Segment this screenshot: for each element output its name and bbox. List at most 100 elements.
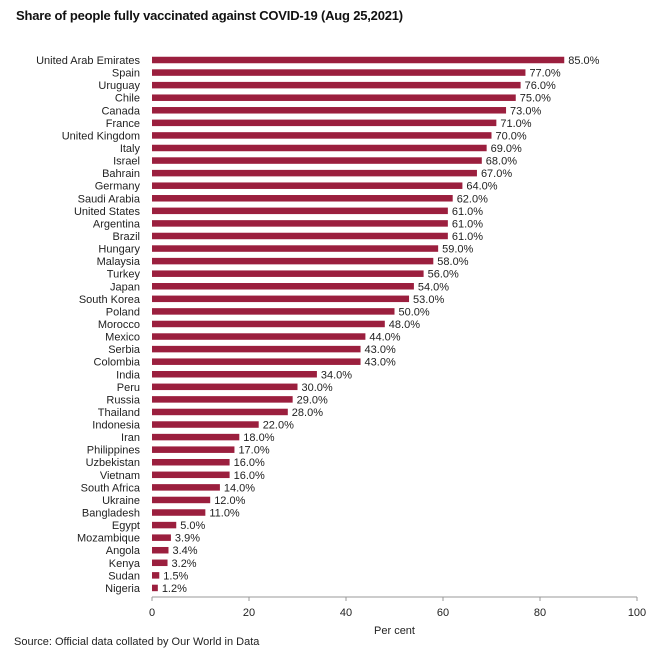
category-label-uzbekistan: Uzbekistan (86, 457, 140, 469)
bar-poland (152, 308, 395, 315)
value-label-turkey: 56.0% (428, 269, 459, 281)
bar-uzbekistan (152, 458, 230, 466)
x-axis-title: Per cent (374, 625, 415, 637)
bar-italy (152, 144, 487, 152)
value-label-angola: 3.4% (172, 545, 197, 557)
category-label-canada: Canada (101, 105, 140, 117)
bar-malaysia (152, 257, 434, 265)
value-label-uzbekistan: 16.0% (234, 457, 265, 469)
category-label-hungary: Hungary (98, 244, 140, 256)
category-label-bangladesh: Bangladesh (82, 508, 140, 520)
value-label-canada: 73.0% (510, 105, 541, 117)
category-label-angola: Angola (106, 545, 141, 557)
x-tick-label-60: 60 (437, 607, 449, 619)
category-label-india: India (116, 369, 141, 381)
bar-united-kingdom (152, 132, 492, 139)
bar-iran (152, 433, 240, 441)
chart-title: Share of people fully vaccinated against… (16, 8, 403, 23)
category-label-mozambique: Mozambique (77, 533, 140, 545)
bar-hungary (152, 245, 439, 252)
value-label-colombia: 43.0% (365, 357, 396, 369)
bar-uruguay (152, 81, 521, 89)
category-label-france: France (106, 118, 140, 130)
x-tick-label-100: 100 (628, 607, 646, 619)
x-tick-label-40: 40 (340, 607, 352, 619)
bar-south-korea (152, 295, 410, 303)
category-label-philippines: Philippines (87, 445, 141, 457)
value-label-brazil: 61.0% (452, 231, 483, 243)
bar-india (152, 371, 317, 378)
value-label-serbia: 43.0% (365, 344, 396, 356)
bar-france (152, 119, 497, 127)
value-label-bangladesh: 11.0% (209, 508, 240, 520)
category-label-chile: Chile (115, 93, 140, 105)
value-label-united-kingdom: 70.0% (496, 130, 527, 142)
value-label-poland: 50.0% (399, 306, 430, 318)
bar-chile (152, 94, 516, 101)
value-label-indonesia: 22.0% (263, 420, 294, 432)
bar-mozambique (152, 534, 171, 541)
category-label-south-africa: South Africa (81, 482, 141, 494)
bar-egypt (152, 521, 177, 529)
value-label-france: 71.0% (500, 118, 531, 130)
category-label-morocco: Morocco (98, 319, 140, 331)
category-label-poland: Poland (106, 306, 140, 318)
category-label-argentina: Argentina (93, 218, 141, 230)
bar-brazil (152, 232, 448, 240)
category-label-iran: Iran (121, 432, 140, 444)
category-label-russia: Russia (106, 394, 141, 406)
bar-south-africa (152, 484, 220, 491)
category-label-ukraine: Ukraine (102, 495, 140, 507)
bar-kenya (152, 559, 168, 567)
bar-japan (152, 283, 414, 290)
bar-thailand (152, 408, 288, 416)
bar-turkey (152, 270, 424, 277)
bar-colombia (152, 358, 361, 365)
category-label-united-kingdom: United Kingdom (62, 130, 140, 142)
value-label-malaysia: 58.0% (437, 256, 468, 268)
category-label-kenya: Kenya (109, 558, 141, 570)
value-label-india: 34.0% (321, 369, 352, 381)
value-label-philippines: 17.0% (238, 445, 269, 457)
x-tick-label-0: 0 (149, 607, 155, 619)
bar-russia (152, 396, 293, 403)
category-label-malaysia: Malaysia (97, 256, 141, 268)
bar-saudi-arabia (152, 195, 453, 202)
bar-israel (152, 157, 482, 164)
bar-peru (152, 383, 298, 391)
value-label-uruguay: 76.0% (525, 80, 556, 92)
value-label-morocco: 48.0% (389, 319, 420, 331)
value-label-nigeria: 1.2% (162, 583, 187, 595)
value-label-japan: 54.0% (418, 281, 449, 293)
bar-serbia (152, 345, 361, 353)
category-label-turkey: Turkey (107, 269, 141, 281)
bar-germany (152, 182, 463, 189)
category-label-serbia: Serbia (108, 344, 141, 356)
value-label-thailand: 28.0% (292, 407, 323, 419)
value-label-ukraine: 12.0% (214, 495, 245, 507)
category-label-south-korea: South Korea (79, 294, 141, 306)
value-label-bahrain: 67.0% (481, 168, 512, 180)
bar-mexico (152, 333, 366, 340)
category-label-thailand: Thailand (98, 407, 140, 419)
x-tick-label-20: 20 (243, 607, 255, 619)
bar-vietnam (152, 471, 230, 479)
category-label-italy: Italy (120, 143, 141, 155)
value-label-peru: 30.0% (302, 382, 333, 394)
category-label-peru: Peru (117, 382, 140, 394)
value-label-mexico: 44.0% (369, 332, 400, 344)
bar-ukraine (152, 496, 211, 504)
bar-bahrain (152, 169, 477, 177)
category-label-nigeria: Nigeria (105, 583, 141, 595)
category-label-egypt: Egypt (112, 520, 140, 532)
bar-argentina (152, 220, 448, 227)
bar-philippines (152, 446, 235, 453)
bar-united-states (152, 207, 448, 215)
value-label-saudi-arabia: 62.0% (457, 193, 488, 205)
value-label-egypt: 5.0% (180, 520, 205, 532)
category-label-bahrain: Bahrain (102, 168, 140, 180)
value-label-argentina: 61.0% (452, 218, 483, 230)
category-label-vietnam: Vietnam (100, 470, 140, 482)
category-label-united-states: United States (74, 206, 141, 218)
